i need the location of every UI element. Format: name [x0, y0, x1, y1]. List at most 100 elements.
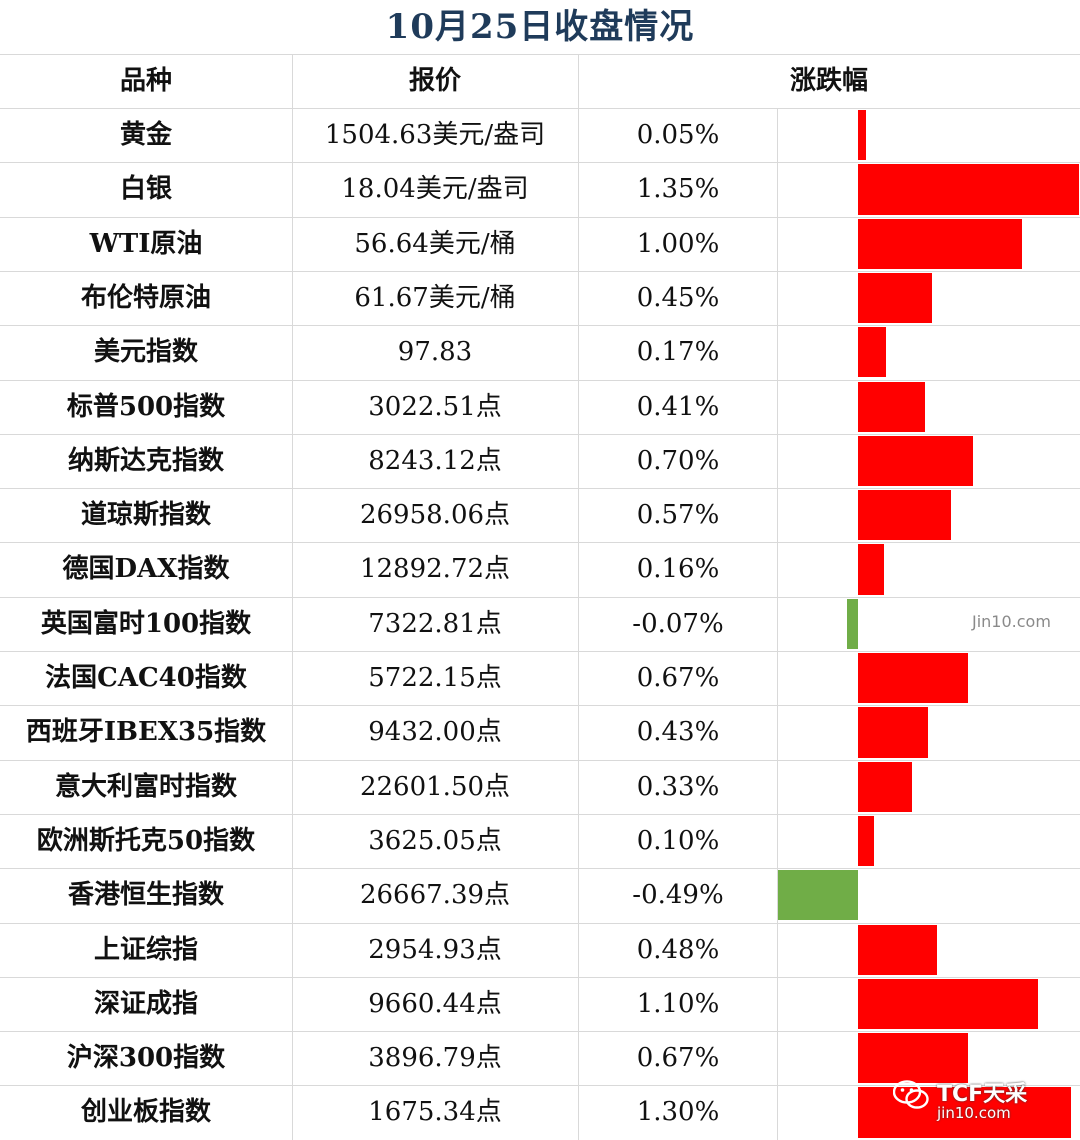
row-name: 美元指数 [93, 337, 198, 368]
change-bar [858, 815, 875, 867]
grid-line [0, 1031, 1080, 1032]
row-change: 0.70% [636, 445, 720, 476]
row-change: 0.43% [636, 717, 720, 748]
change-bar [858, 924, 937, 975]
row-change: 0.48% [636, 934, 720, 965]
change-bar [777, 870, 858, 921]
row-price: 7322.81点 [368, 608, 502, 639]
header-change: 涨跌幅 [789, 66, 868, 96]
header-price: 报价 [408, 66, 461, 96]
row-name: 意大利富时指数 [54, 771, 237, 802]
row-price: 3625.05点 [368, 825, 502, 856]
change-bar [858, 544, 885, 595]
grid-line [0, 868, 1080, 869]
grid-line [0, 597, 1080, 598]
row-name: 布伦特原油 [80, 282, 211, 313]
row-price: 61.67美元/桶 [354, 282, 516, 313]
row-change: 0.17% [636, 337, 720, 368]
row-change: 0.67% [636, 1043, 720, 1074]
grid-line [0, 542, 1080, 543]
row-change: 0.16% [636, 554, 720, 585]
row-price: 18.04美元/盎司 [341, 174, 529, 205]
row-name: 西班牙IBEX35指数 [25, 717, 267, 748]
row-name: 白银 [119, 174, 172, 205]
row-change: 0.57% [636, 500, 720, 531]
row-name: 英国富时100指数 [40, 608, 252, 639]
row-price: 56.64美元/桶 [354, 228, 516, 259]
grid-line [0, 54, 1080, 55]
grid-line [0, 760, 1080, 761]
row-name: 纳斯达克指数 [67, 445, 224, 476]
change-bar [858, 761, 913, 812]
row-name: 创业板指数 [80, 1097, 211, 1128]
row-name: 德国DAX指数 [62, 554, 230, 585]
row-price: 9660.44点 [368, 988, 502, 1019]
row-price: 1504.63美元/盎司 [324, 120, 546, 150]
row-name: 法国CAC40指数 [45, 663, 247, 693]
grid-line [0, 1085, 1080, 1086]
row-name: 沪深300指数 [66, 1043, 226, 1074]
row-price: 26958.06点 [359, 500, 511, 531]
grid-line [0, 271, 1080, 272]
row-price: 97.83 [397, 337, 473, 368]
grid-line [0, 977, 1080, 978]
grid-line [0, 651, 1080, 652]
row-price: 22601.50点 [359, 771, 511, 802]
change-bar [858, 272, 932, 324]
grid-line [0, 380, 1080, 381]
grid-line [777, 108, 778, 1140]
row-change: 1.30% [636, 1097, 720, 1128]
row-price: 2954.93点 [368, 934, 502, 965]
row-change: 0.33% [636, 771, 720, 802]
grid-line [578, 54, 579, 1140]
page-title: 10月25日收盘情况 [385, 7, 695, 47]
change-bar [858, 435, 973, 487]
grid-line [0, 162, 1080, 163]
row-price: 12892.72点 [359, 554, 511, 585]
row-name: 欧洲斯托克50指数 [36, 825, 256, 856]
row-change: 1.35% [636, 174, 720, 205]
grid-line [0, 814, 1080, 815]
change-bar [846, 598, 858, 649]
change-bar [858, 327, 886, 378]
row-price: 1675.34点 [368, 1097, 502, 1128]
row-change: 1.10% [636, 988, 720, 1019]
watermark: Jin10.com [972, 612, 1051, 631]
row-name: 道琼斯指数 [80, 500, 211, 531]
change-bar [858, 110, 867, 161]
change-bar [858, 978, 1039, 1030]
row-price: 5722.15点 [368, 663, 502, 693]
row-change: 0.67% [636, 663, 720, 693]
change-bar [858, 164, 1079, 215]
grid-line [0, 705, 1080, 706]
change-bar [858, 653, 968, 704]
wechat-icon [893, 1080, 929, 1109]
row-change: -0.49% [632, 880, 724, 911]
row-change: 0.10% [636, 825, 720, 856]
change-bar [858, 707, 929, 758]
row-name: 上证综指 [93, 934, 198, 965]
row-name: WTI原油 [89, 228, 203, 259]
grid-line [0, 108, 1080, 109]
row-price: 26667.39点 [359, 880, 511, 911]
change-bar [858, 490, 952, 541]
row-price: 3896.79点 [368, 1043, 502, 1074]
row-name: 香港恒生指数 [67, 880, 224, 911]
change-bar [858, 381, 926, 432]
row-name: 标普500指数 [66, 391, 226, 422]
grid-line [0, 488, 1080, 489]
row-name: 黄金 [119, 120, 172, 150]
row-price: 8243.12点 [368, 445, 502, 476]
row-change: -0.07% [632, 608, 724, 639]
logo-name: TCF天采 [937, 1082, 1028, 1107]
change-bar [858, 218, 1022, 269]
grid-line [0, 923, 1080, 924]
row-change: 0.41% [636, 391, 720, 422]
row-price: 3022.51点 [368, 391, 502, 422]
brand-logo: TCF天采 jin10.com [893, 1072, 1043, 1132]
row-change: 0.05% [636, 120, 720, 150]
logo-sub: jin10.com [937, 1104, 1011, 1122]
row-name: 深证成指 [93, 988, 198, 1019]
header-name: 品种 [119, 66, 172, 96]
